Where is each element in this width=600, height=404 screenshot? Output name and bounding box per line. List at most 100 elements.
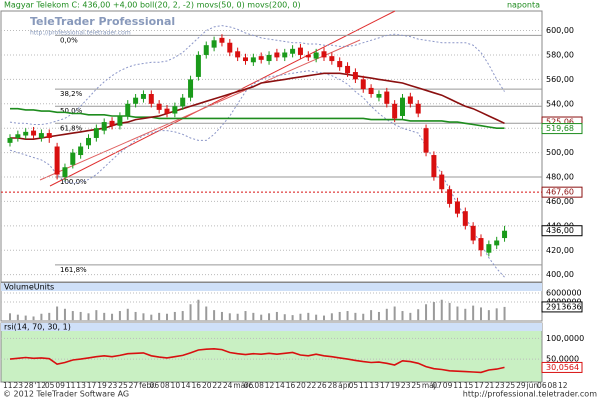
x-tick-label: 23 [495, 381, 505, 390]
x-tick-label: 28 [24, 381, 34, 390]
volume-bar [173, 311, 176, 321]
x-tick-label: 13 [76, 381, 86, 390]
candle-body [133, 97, 139, 104]
x-tick-label: 20 [202, 381, 212, 390]
candle-body [321, 51, 327, 58]
candle-body [392, 103, 398, 119]
volume-bar [323, 315, 325, 321]
candle-body [101, 122, 107, 131]
volume-bar [472, 305, 475, 321]
volume-bar [338, 311, 341, 321]
x-tick-label: 06 [150, 381, 160, 390]
volume-bar [503, 306, 506, 321]
volume-bar [401, 311, 404, 321]
volume-bar [79, 311, 82, 321]
x-tick-label: 13 [370, 381, 380, 390]
volume-bar [244, 311, 247, 321]
x-tick-label: 23 [401, 381, 411, 390]
fib-label: 0,0% [60, 36, 78, 44]
last-rsi-label-box [541, 361, 583, 373]
volume-bar [385, 308, 388, 321]
candle-body [454, 201, 460, 214]
candle-body [62, 167, 68, 178]
volume-bar [166, 313, 168, 321]
watermark-title: TeleTrader Professional [30, 15, 175, 28]
candle-body [117, 115, 123, 126]
volume-bar [158, 312, 161, 321]
candle-body [70, 152, 76, 165]
candle-body [494, 240, 500, 246]
volume-bar [432, 302, 435, 321]
volume-bar [362, 313, 365, 321]
trend-line [39, 39, 361, 181]
candle-body [15, 134, 21, 138]
candle-body [282, 52, 288, 58]
volume-bar [330, 313, 333, 321]
candle-body [23, 131, 29, 136]
volume-bar [464, 308, 467, 321]
x-tick-label: 12 [265, 381, 275, 390]
candle-body [140, 94, 146, 99]
volume-bar [307, 312, 310, 321]
last-value-label: 525,06 [546, 118, 574, 127]
candle-body [195, 54, 201, 77]
volume-bar [425, 304, 428, 321]
x-tick-label: 10 [171, 381, 181, 390]
candle-body [219, 37, 225, 43]
volume-bar [417, 309, 420, 321]
volume-bar [87, 313, 90, 321]
x-tick-label: 28 [328, 381, 338, 390]
x-tick-label: 23 [108, 381, 118, 390]
y-tick-label: 560,00 [546, 75, 574, 84]
x-tick-label: 05 [349, 381, 359, 390]
x-tick-label: 29 [516, 381, 526, 390]
volume-bar [213, 310, 216, 321]
candle-body [407, 96, 413, 104]
x-tick-label: 26 [317, 381, 327, 390]
volume-bar [95, 310, 98, 321]
volume-bar [32, 316, 35, 321]
x-tick-label: 15 [464, 381, 474, 390]
x-tick-label: 16 [191, 381, 201, 390]
last-volume-label: 2913636 [546, 302, 582, 311]
fib-label: 161,8% [60, 266, 87, 274]
x-tick-label: jún. [526, 381, 541, 390]
y-tick-label: 480,00 [546, 173, 574, 182]
candle-body [46, 133, 52, 138]
x-tick-label: 11 [66, 381, 76, 390]
volume-bar [142, 313, 145, 321]
x-tick-label: 23 [13, 381, 23, 390]
x-tick-label: 17 [87, 381, 97, 390]
candle-body [352, 72, 358, 80]
last-value-label-box [541, 186, 583, 198]
candle-body [274, 52, 280, 58]
candle-body [38, 133, 44, 138]
x-tick-label: márc. [233, 381, 254, 390]
volume-bar [71, 311, 74, 321]
candle-body [235, 51, 241, 58]
x-tick-label: 08 [160, 381, 170, 390]
volume-title-bar [1, 283, 542, 291]
candle-body [180, 97, 186, 107]
watermark-url: http://professional.teletrader.com [30, 30, 131, 37]
fib-label: 100,0% [60, 178, 87, 186]
volume-bar [150, 314, 153, 321]
x-tick-label: ápr. [338, 381, 352, 390]
candle-body [297, 47, 303, 55]
x-tick-label: 11. [3, 381, 15, 390]
y-tick-label: 580,00 [546, 50, 574, 59]
volume-bar [393, 306, 396, 321]
x-tick-label: 06 [537, 381, 547, 390]
volume-bar [48, 312, 51, 321]
volume-bar [252, 312, 255, 321]
volume-bar [40, 313, 43, 321]
last-value-label: 519,68 [546, 124, 574, 133]
candle-body [502, 230, 508, 239]
candle-body [227, 42, 233, 53]
x-tick-label: 08 [254, 381, 264, 390]
volume-bar [111, 313, 114, 321]
rsi-line [9, 347, 505, 374]
volume-bar [197, 299, 200, 321]
x-tick-label: '12 [34, 381, 46, 390]
